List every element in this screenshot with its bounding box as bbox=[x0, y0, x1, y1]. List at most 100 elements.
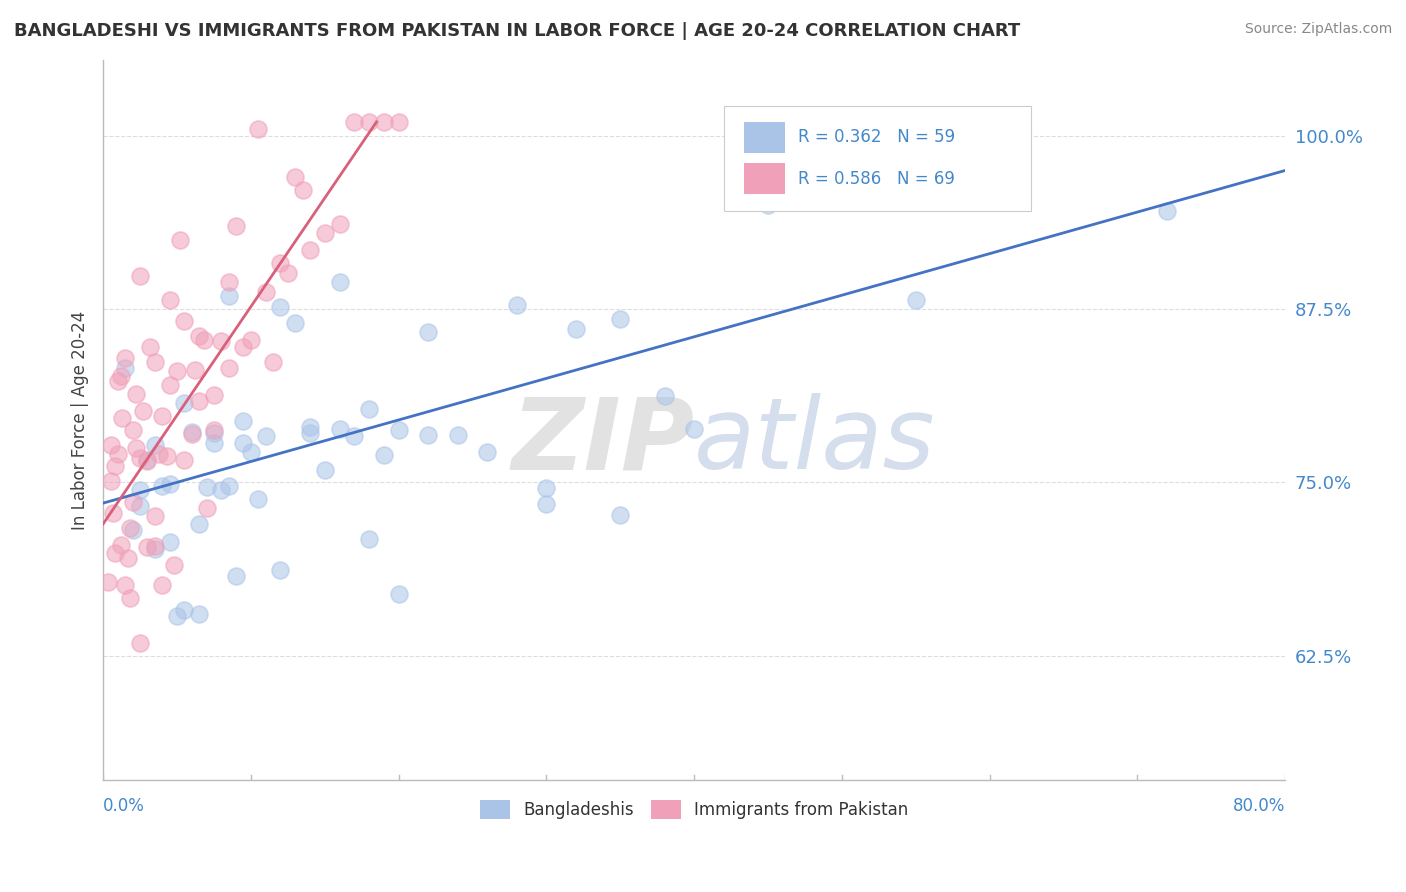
Point bbox=[121, 495, 143, 509]
Point bbox=[110, 538, 132, 552]
Point bbox=[103, 506, 125, 520]
Point bbox=[218, 360, 240, 375]
Point bbox=[188, 394, 211, 409]
Point bbox=[254, 285, 277, 300]
Point bbox=[202, 423, 225, 437]
Point bbox=[136, 454, 159, 468]
Point bbox=[188, 516, 211, 531]
Point bbox=[107, 447, 129, 461]
FancyBboxPatch shape bbox=[724, 106, 1031, 211]
Point bbox=[979, 182, 1001, 196]
Point bbox=[143, 438, 166, 452]
Point bbox=[359, 532, 381, 546]
Point bbox=[107, 374, 129, 388]
Point bbox=[388, 423, 411, 437]
Point bbox=[121, 524, 143, 538]
Point bbox=[166, 609, 188, 624]
Text: R = 0.586   N = 69: R = 0.586 N = 69 bbox=[799, 169, 955, 187]
Point bbox=[247, 492, 270, 507]
Point bbox=[1156, 204, 1178, 219]
Point bbox=[269, 563, 291, 577]
Point bbox=[173, 453, 195, 467]
Point bbox=[173, 314, 195, 328]
Point bbox=[218, 479, 240, 493]
Point bbox=[150, 409, 173, 423]
Point bbox=[202, 435, 225, 450]
Point bbox=[159, 534, 181, 549]
Point bbox=[143, 541, 166, 556]
Point bbox=[756, 197, 779, 211]
Point bbox=[166, 364, 188, 378]
Point bbox=[169, 234, 191, 248]
Point bbox=[129, 483, 152, 498]
Point bbox=[343, 429, 366, 443]
Point bbox=[129, 636, 152, 650]
Point bbox=[193, 334, 215, 348]
Text: ZIP: ZIP bbox=[512, 393, 695, 490]
Point bbox=[150, 479, 173, 493]
Point bbox=[117, 551, 139, 566]
Point bbox=[111, 411, 134, 425]
Point bbox=[536, 497, 558, 511]
Point bbox=[314, 463, 336, 477]
Point bbox=[506, 298, 529, 312]
Point bbox=[173, 395, 195, 409]
Point bbox=[118, 591, 141, 606]
Legend: Bangladeshis, Immigrants from Pakistan: Bangladeshis, Immigrants from Pakistan bbox=[474, 794, 915, 826]
Point bbox=[143, 355, 166, 369]
Point bbox=[609, 312, 631, 326]
Point bbox=[388, 115, 411, 129]
Point bbox=[136, 452, 159, 467]
Point bbox=[114, 361, 136, 376]
Point bbox=[180, 427, 202, 442]
Point bbox=[163, 558, 186, 573]
Point bbox=[159, 477, 181, 491]
Point bbox=[195, 501, 218, 516]
Point bbox=[831, 153, 853, 168]
Point bbox=[269, 301, 291, 315]
Point bbox=[314, 226, 336, 240]
Y-axis label: In Labor Force | Age 20-24: In Labor Force | Age 20-24 bbox=[72, 310, 89, 530]
Text: 0.0%: 0.0% bbox=[103, 797, 145, 815]
Text: 80.0%: 80.0% bbox=[1233, 797, 1285, 815]
Point bbox=[269, 256, 291, 270]
Point bbox=[143, 539, 166, 553]
Point bbox=[298, 419, 321, 434]
Point bbox=[225, 219, 247, 233]
Point bbox=[173, 603, 195, 617]
FancyBboxPatch shape bbox=[744, 122, 785, 153]
Point bbox=[188, 329, 211, 343]
Point bbox=[359, 402, 381, 417]
Point bbox=[239, 333, 262, 347]
Point bbox=[232, 414, 254, 428]
Point bbox=[477, 444, 499, 458]
Point bbox=[565, 322, 588, 336]
Point bbox=[104, 546, 127, 560]
Point bbox=[232, 436, 254, 450]
Point bbox=[159, 378, 181, 392]
Point bbox=[218, 275, 240, 289]
Point bbox=[202, 388, 225, 402]
Point bbox=[298, 426, 321, 441]
Point bbox=[100, 438, 122, 452]
Point bbox=[209, 334, 232, 348]
Point bbox=[373, 115, 395, 129]
Point bbox=[232, 339, 254, 353]
Point bbox=[373, 448, 395, 462]
Point bbox=[291, 183, 314, 197]
Point bbox=[277, 266, 299, 280]
FancyBboxPatch shape bbox=[744, 163, 785, 194]
Point bbox=[148, 447, 170, 461]
Point bbox=[388, 587, 411, 601]
Point bbox=[343, 115, 366, 129]
Point bbox=[328, 422, 350, 436]
Point bbox=[132, 403, 155, 417]
Point bbox=[904, 293, 927, 307]
Point bbox=[139, 340, 162, 354]
Point bbox=[225, 569, 247, 583]
Point bbox=[209, 483, 232, 497]
Point bbox=[418, 325, 440, 339]
Point bbox=[284, 316, 307, 330]
Point bbox=[359, 115, 381, 129]
Text: Source: ZipAtlas.com: Source: ZipAtlas.com bbox=[1244, 22, 1392, 37]
